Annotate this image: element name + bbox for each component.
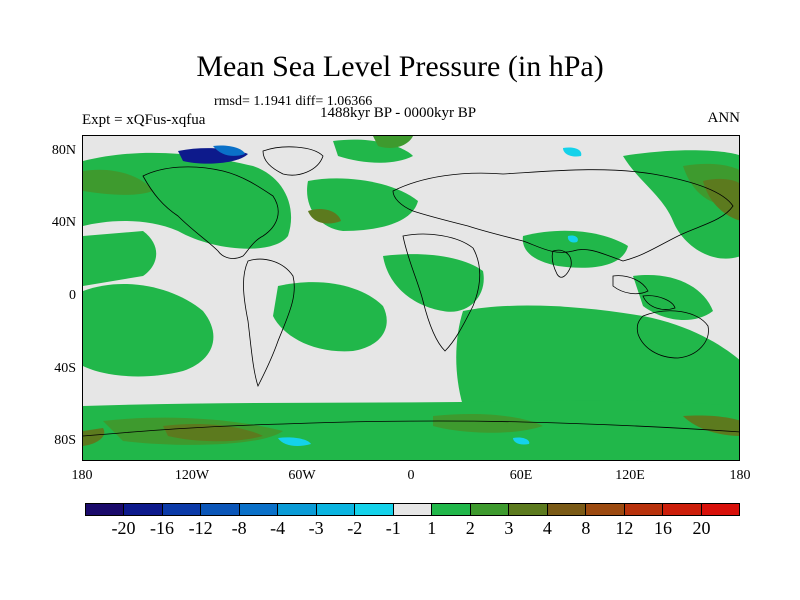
colorbar-swatch: [701, 504, 739, 515]
x-tick-label: 180: [729, 468, 751, 483]
chart-title: Mean Sea Level Pressure (in hPa): [196, 50, 604, 83]
colorbar-swatch: [355, 504, 394, 515]
colorbar-swatch: [586, 504, 625, 515]
y-tick-label: 40S: [54, 361, 76, 376]
colorbar-label: -8: [231, 518, 247, 538]
negative-anomaly-regions: [178, 145, 582, 446]
experiment-label: Expt = xQFus-xqfua: [82, 112, 206, 128]
colorbar-swatch: [239, 504, 279, 515]
colorbar-label: 1: [427, 518, 437, 538]
x-tick-label: 60E: [509, 468, 533, 483]
y-tick-label: 80S: [54, 433, 76, 448]
pressure-anomaly-map: [82, 135, 740, 461]
x-tick-label: 60W: [288, 468, 316, 483]
colorbar-swatch: [162, 504, 202, 515]
colorbar-label: -3: [308, 518, 324, 538]
colorbar-label: 20: [692, 518, 711, 538]
colorbar-label: -16: [150, 518, 175, 538]
colorbar-label: 8: [581, 518, 591, 538]
colorbar-swatch: [663, 504, 702, 515]
x-tick-label: 120E: [615, 468, 645, 483]
y-tick-label: 80N: [51, 143, 76, 158]
colorbar-label: 16: [653, 518, 672, 538]
colorbar-label: -1: [385, 518, 401, 538]
colorbar-swatch: [547, 504, 587, 515]
colorbar-label: 12: [615, 518, 634, 538]
stats-text: rmsd= 1.1941 diff= 1.06366: [214, 94, 373, 109]
x-tick-label: 0: [407, 468, 415, 483]
colorbar-label: 2: [465, 518, 475, 538]
colorbar-swatch: [86, 504, 125, 515]
colorbar-swatch: [316, 504, 356, 515]
colorbar-swatch: [393, 504, 433, 515]
period-text: 1488kyr BP - 0000kyr BP: [320, 105, 477, 121]
colorbar-label: -2: [347, 518, 363, 538]
y-tick-label: 40N: [51, 215, 76, 230]
map-canvas: [83, 136, 739, 460]
x-tick-label: 120W: [174, 468, 210, 483]
colorbar-label: -12: [188, 518, 213, 538]
y-tick-label: 0: [69, 288, 76, 303]
colorbar-swatch: [624, 504, 664, 515]
colorbar-label: 3: [504, 518, 514, 538]
colorbar-swatch: [432, 504, 471, 515]
coastlines: [83, 146, 739, 437]
colorbar-label: -4: [270, 518, 286, 538]
colorbar-swatch: [278, 504, 317, 515]
season-label: ANN: [707, 110, 741, 126]
colorbar-swatch: [201, 504, 240, 515]
colorbar-label: -20: [111, 518, 136, 538]
x-tick-label: 180: [71, 468, 93, 483]
colorbar-swatch: [509, 504, 548, 515]
colorbar-label: 4: [542, 518, 552, 538]
colorbar-swatch: [470, 504, 510, 515]
colorbar: [85, 503, 740, 516]
colorbar-swatch: [124, 504, 163, 515]
